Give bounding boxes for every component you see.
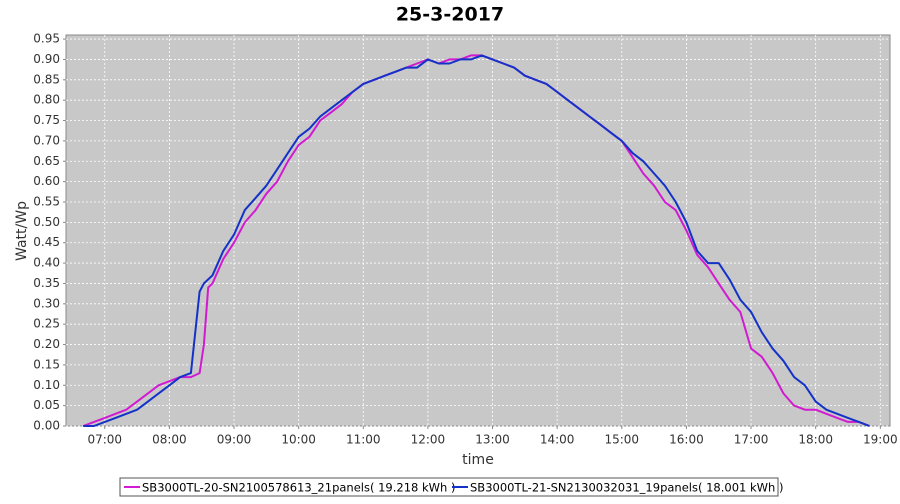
x-tick-label: 14:00 (540, 433, 575, 447)
y-tick-label: 0.90 (33, 52, 60, 66)
y-tick-label: 0.05 (33, 398, 60, 412)
y-tick-label: 0.75 (33, 113, 60, 127)
y-tick-label: 0.80 (33, 93, 60, 107)
y-tick-label: 0.45 (33, 235, 60, 249)
x-tick-label: 18:00 (798, 433, 833, 447)
y-tick-label: 0.95 (33, 32, 60, 46)
y-tick-label: 0.70 (33, 133, 60, 147)
y-tick-label: 0.60 (33, 174, 60, 188)
y-tick-label: 0.35 (33, 276, 60, 290)
x-tick-label: 12:00 (411, 433, 446, 447)
x-tick-label: 09:00 (217, 433, 252, 447)
y-tick-label: 0.85 (33, 72, 60, 86)
chart-title: 25-3-2017 (396, 4, 504, 26)
x-tick-label: 19:00 (863, 433, 898, 447)
x-tick-label: 16:00 (669, 433, 704, 447)
y-tick-label: 0.65 (33, 154, 60, 168)
y-tick-label: 0.40 (33, 256, 60, 270)
x-tick-label: 17:00 (734, 433, 769, 447)
y-tick-label: 0.50 (33, 215, 60, 229)
legend-label: SB3000TL-21-SN2130032031_19panels( 18.00… (470, 481, 783, 495)
y-tick-label: 0.10 (33, 378, 60, 392)
x-tick-label: 08:00 (152, 433, 187, 447)
y-tick-label: 0.25 (33, 317, 60, 331)
y-tick-label: 0.30 (33, 296, 60, 310)
x-tick-label: 15:00 (604, 433, 639, 447)
x-axis-label: time (462, 452, 494, 468)
y-tick-label: 0.00 (33, 419, 60, 433)
legend-label: SB3000TL-20-SN2100578613_21panels( 19.21… (142, 481, 455, 495)
plot-area (65, 34, 891, 427)
series-line (82, 54, 870, 427)
legend (119, 477, 779, 497)
x-tick-label: 11:00 (346, 433, 381, 447)
y-tick-label: 0.15 (33, 357, 60, 371)
series-line (83, 54, 870, 427)
y-tick-label: 0.20 (33, 337, 60, 351)
x-tick-label: 10:00 (281, 433, 316, 447)
x-tick-label: 13:00 (475, 433, 510, 447)
y-tick-label: 0.55 (33, 194, 60, 208)
y-axis-label: Watt/Wp (14, 201, 30, 261)
x-tick-label: 07:00 (87, 433, 122, 447)
